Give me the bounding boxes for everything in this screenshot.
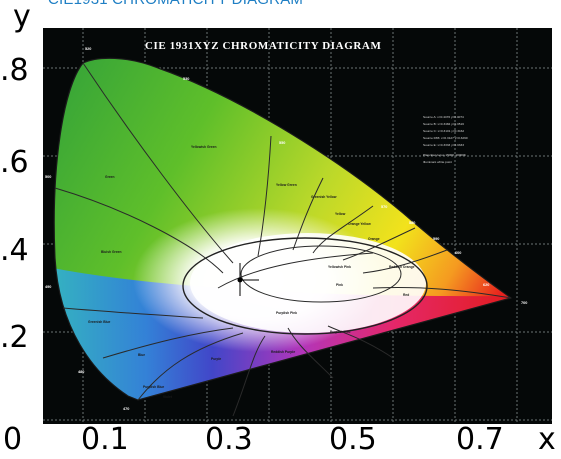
region-label: Red bbox=[403, 293, 409, 297]
x-tick-label: 0.7 bbox=[456, 422, 504, 457]
y-tick-label: .6 bbox=[0, 145, 29, 180]
region-label: Reddish Orange bbox=[389, 265, 415, 269]
region-label: Purple bbox=[211, 357, 221, 361]
x-tick-label: 0.3 bbox=[205, 422, 253, 457]
region-label: Reddish Purple bbox=[271, 350, 295, 354]
region-label: Yellow bbox=[335, 212, 346, 216]
wavelength-label: 590 bbox=[433, 237, 439, 241]
region-boundaries bbox=[54, 62, 512, 417]
wavelength-label: 490 bbox=[45, 285, 51, 289]
legend-line: Planckian locus 1500K-10000K bbox=[423, 153, 467, 157]
wavelength-label: 700 bbox=[521, 301, 527, 305]
region-label: Yellow Green bbox=[276, 183, 297, 187]
diagram-title: CIE 1931XYZ CHROMATICITY DIAGRAM bbox=[145, 40, 381, 52]
y-tick-label: .2 bbox=[0, 320, 29, 355]
wavelength-label: 520 bbox=[85, 47, 91, 51]
region-label: Purplish Blue bbox=[143, 385, 164, 389]
legend-line: Source B: x=0.3484 y=0.3516 bbox=[423, 122, 464, 126]
region-label: Violet bbox=[163, 395, 173, 399]
wavelength-label: 530 bbox=[183, 77, 189, 81]
wavelength-label: 620 bbox=[483, 283, 489, 287]
chromaticity-diagram-image: CIE 1931XYZ CHROMATICITY DIAGRAM bbox=[43, 28, 552, 424]
region-label: Purplish Red bbox=[330, 330, 350, 334]
chromaticity-diagram-svg: CIE 1931XYZ CHROMATICITY DIAGRAM bbox=[43, 28, 552, 424]
region-label: Pink bbox=[336, 283, 343, 287]
wavelength-label: 570 bbox=[381, 205, 387, 209]
legend: Source A: x=0.4476 y=0.4074 Source B: x=… bbox=[423, 115, 468, 164]
wavelength-label: 480 bbox=[78, 370, 84, 374]
wavelength-label: 600 bbox=[455, 251, 461, 255]
region-label: Orange Yellow bbox=[348, 222, 371, 226]
wavelength-label: 550 bbox=[279, 141, 285, 145]
y-axis-label: y bbox=[13, 0, 31, 34]
locus-outline bbox=[53, 57, 513, 401]
x-axis-label: x bbox=[538, 422, 556, 457]
y-tick-label: .4 bbox=[0, 233, 29, 268]
wavelength-label: 470 bbox=[123, 407, 129, 411]
x-tick-label: 0.5 bbox=[329, 422, 377, 457]
region-label: Purplish Pink bbox=[276, 311, 297, 315]
legend-line: Source D65: x=0.3127 y=0.3290 bbox=[423, 136, 468, 140]
x-tick-label: 0.1 bbox=[81, 422, 129, 457]
legend-line: Source C: x=0.3101 y=0.3162 bbox=[423, 129, 464, 133]
region-label: Yellowish Green bbox=[191, 145, 216, 149]
region-label: Orange bbox=[368, 237, 380, 241]
region-label: Green bbox=[105, 175, 115, 179]
wavelength-label: 580 bbox=[409, 221, 415, 225]
wavelength-label: 500 bbox=[45, 175, 51, 179]
region-label: Greenish Yellow bbox=[311, 195, 337, 199]
legend-line: Source A: x=0.4476 y=0.4074 bbox=[423, 115, 464, 119]
legend-line: Source E: x=0.3333 y=0.3333 bbox=[423, 143, 464, 147]
origin-label: 0 bbox=[3, 422, 23, 457]
region-label: Blue bbox=[138, 353, 145, 357]
spectral-locus bbox=[54, 58, 512, 400]
y-tick-label: .8 bbox=[0, 53, 29, 88]
legend-line: Illuminant white point bbox=[423, 160, 452, 164]
region-label: Yellowish Pink bbox=[328, 265, 351, 269]
white-point-marker bbox=[237, 263, 259, 296]
region-label: Bluish Green bbox=[101, 250, 122, 254]
region-label: Greenish Blue bbox=[88, 320, 111, 324]
